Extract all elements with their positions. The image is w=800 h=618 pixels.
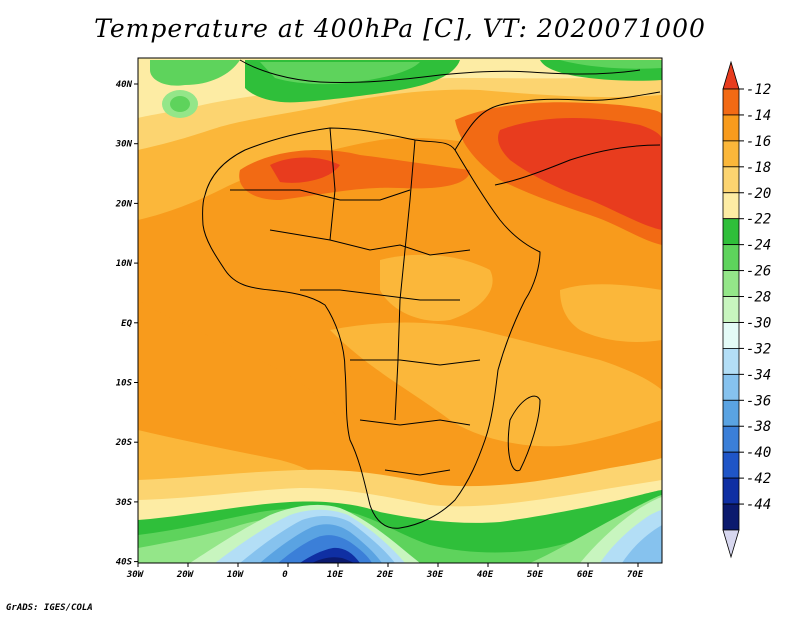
lat-label: 30S: [115, 498, 133, 508]
colorbar-box: [722, 373, 740, 401]
colorbar-label: -20: [746, 186, 771, 202]
colorbar-box: [722, 270, 740, 297]
lat-label: 40N: [116, 80, 133, 90]
lat-label: 30N: [115, 140, 133, 150]
colorbar-label: -16: [746, 134, 771, 150]
colorbar-box: [722, 296, 740, 323]
colorbar-label: -12: [746, 82, 771, 98]
lon-label: 50E: [527, 570, 544, 580]
colorbar-box: [722, 399, 740, 427]
colorbar-box: [722, 192, 740, 220]
colorbar-top-arrow: [722, 60, 740, 90]
colorbar-box: [722, 166, 740, 194]
colorbar-label: -18: [746, 160, 771, 176]
colorbar-label: -30: [746, 315, 771, 331]
lat-label: 10S: [116, 379, 133, 389]
colorbar-label: -36: [746, 393, 771, 409]
lon-label: 40E: [477, 570, 494, 580]
longitude-labels: 30W 20W 10W 0 10E 20E 30E 40E 50E 60E 70E: [126, 563, 644, 580]
lat-label: EQ: [121, 319, 132, 329]
colorbar-label: -22: [746, 212, 771, 228]
colorbar-label: -32: [746, 341, 771, 357]
latitude-labels: 40N 30N 20N 10N EQ 10S 20S 30S 40S: [115, 80, 138, 568]
colorbar-box: [722, 88, 740, 116]
lon-label: 30E: [426, 570, 444, 580]
colorbar-box: [722, 451, 740, 479]
lat-label: 40S: [116, 558, 133, 568]
colorbar-label: -14: [746, 108, 771, 124]
colorbar-box: [722, 503, 740, 531]
colorbar-label: -24: [746, 238, 771, 254]
colorbar-label: -44: [746, 497, 771, 513]
colorbar-box: [722, 348, 740, 375]
lon-label: 10W: [227, 570, 245, 580]
colorbar-box: [722, 140, 740, 168]
lon-label: 10E: [327, 570, 344, 580]
colorbar-box: [722, 322, 740, 349]
map-title: Temperature at 400hPa [C], VT: 202007100…: [94, 14, 706, 43]
colorbar-box: [722, 114, 740, 142]
colorbar-label: -26: [746, 264, 771, 280]
lon-label: 60E: [577, 570, 594, 580]
colorbar-box: [722, 244, 740, 271]
colorbar-label: -28: [746, 290, 771, 306]
colorbar-box: [722, 425, 740, 453]
lon-label: 0: [282, 570, 288, 580]
lon-label: 30W: [126, 570, 145, 580]
lon-label: 20W: [176, 570, 195, 580]
lat-label: 20N: [115, 199, 133, 209]
map-frame: [137, 57, 663, 564]
colorbar-label: -42: [746, 471, 771, 487]
coastlines: [202, 59, 661, 529]
lat-label: 20S: [115, 438, 133, 448]
colorbar-box: [722, 218, 740, 246]
colorbar-bottom-arrow: [722, 529, 740, 559]
lon-label: 70E: [627, 570, 644, 580]
colorbar-label: -38: [746, 419, 771, 435]
colorbar-box: [722, 477, 740, 505]
lat-label: 10N: [116, 259, 133, 269]
footer-credit: GrADS: IGES/COLA: [6, 603, 93, 613]
temperature-field: [138, 58, 662, 563]
colorbar: -12 -14 -16 -18 -20 -22 -24 -26 -28 -30 -32 -34 -36 -…: [722, 60, 771, 559]
colorbar-label: -34: [746, 367, 771, 383]
colorbar-label: -40: [746, 445, 771, 461]
lon-label: 20E: [376, 570, 394, 580]
